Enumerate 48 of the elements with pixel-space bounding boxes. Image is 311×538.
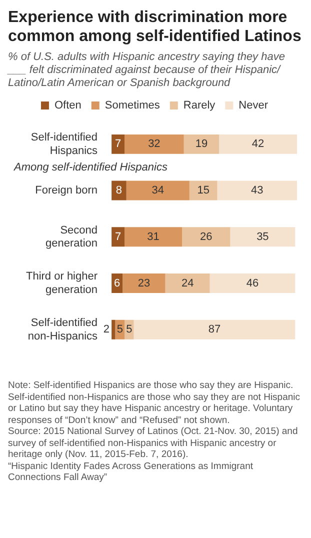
data-label: 7	[114, 138, 122, 150]
bar	[134, 320, 296, 340]
bar	[124, 227, 182, 247]
bar	[219, 134, 297, 154]
data-label: 7	[114, 230, 122, 243]
bar	[126, 180, 190, 200]
chart-title: Experience with discrimination more common among self-identified Latinos	[8, 8, 302, 46]
data-label: 35	[256, 230, 269, 243]
data-label: 23	[138, 277, 150, 290]
bar	[189, 180, 218, 200]
data-label: 42	[252, 138, 264, 150]
bar	[210, 274, 296, 293]
legend-label: Never	[238, 100, 268, 112]
data-label: 34	[152, 184, 164, 197]
bar	[122, 274, 166, 293]
bar	[124, 134, 184, 154]
source-note: Source: 2015 National Survey of Latinos (Oct. 21-Nov. 30, 2015) and survey of self-identified non-Hispanics with Hispanic ancestry or heritage only (Nov. 11, 2015-Feb. 7, 2016).	[8, 426, 299, 460]
data-label: 6	[114, 277, 120, 290]
data-label: 19	[195, 138, 208, 150]
chart-subtitle: % of U.S. adults with Hispanic ancestry saying they have ___ felt discriminated against because of their Hispanic/ Latino/Latin American or Spanish background	[8, 51, 286, 90]
legend-label: Sometimes	[104, 100, 160, 112]
bar	[217, 180, 297, 200]
bar	[184, 134, 220, 154]
text: Note: Self-identified Hispanics are those who say they are Hispanic. Self-identified non-Hispanics are those who say they are not Hispanic or Latino but say they have Hispanic ancestry or heritage. Voluntary responses of “Don’t know” and “Refused” not shown.	[8, 380, 302, 426]
text: “Hispanic Identity Fades Across Generations as Immigrant Connections Fall Away”	[8, 460, 254, 484]
data-label: 24	[181, 277, 194, 290]
data-label: 32	[148, 138, 160, 150]
legend-label: Rarely	[183, 100, 216, 112]
data-label: 87	[208, 324, 221, 336]
data-label: 26	[200, 230, 212, 243]
bar	[165, 274, 210, 293]
legend-label: Often	[54, 100, 82, 112]
data-label: 2	[103, 324, 110, 336]
data-label: 43	[251, 184, 264, 197]
y-tick-label: Self-identified non-Hispanics	[28, 317, 98, 342]
data-label: 5	[126, 324, 132, 336]
data-label: 46	[246, 277, 259, 290]
bar	[230, 227, 296, 247]
y-tick-label: Third or higher generation	[26, 270, 98, 296]
data-label: 15	[197, 184, 210, 197]
bar	[182, 227, 230, 247]
y-tick-label: Foreign born	[35, 184, 98, 197]
data-label: 5	[116, 324, 123, 336]
y-tick-label: Second generation	[46, 224, 98, 250]
data-label: 8	[116, 184, 122, 197]
annotation: Among self-identified Hispanics	[13, 161, 168, 174]
data-label: 31	[147, 230, 160, 243]
y-tick-label: Self-identified Hispanics	[30, 132, 98, 157]
